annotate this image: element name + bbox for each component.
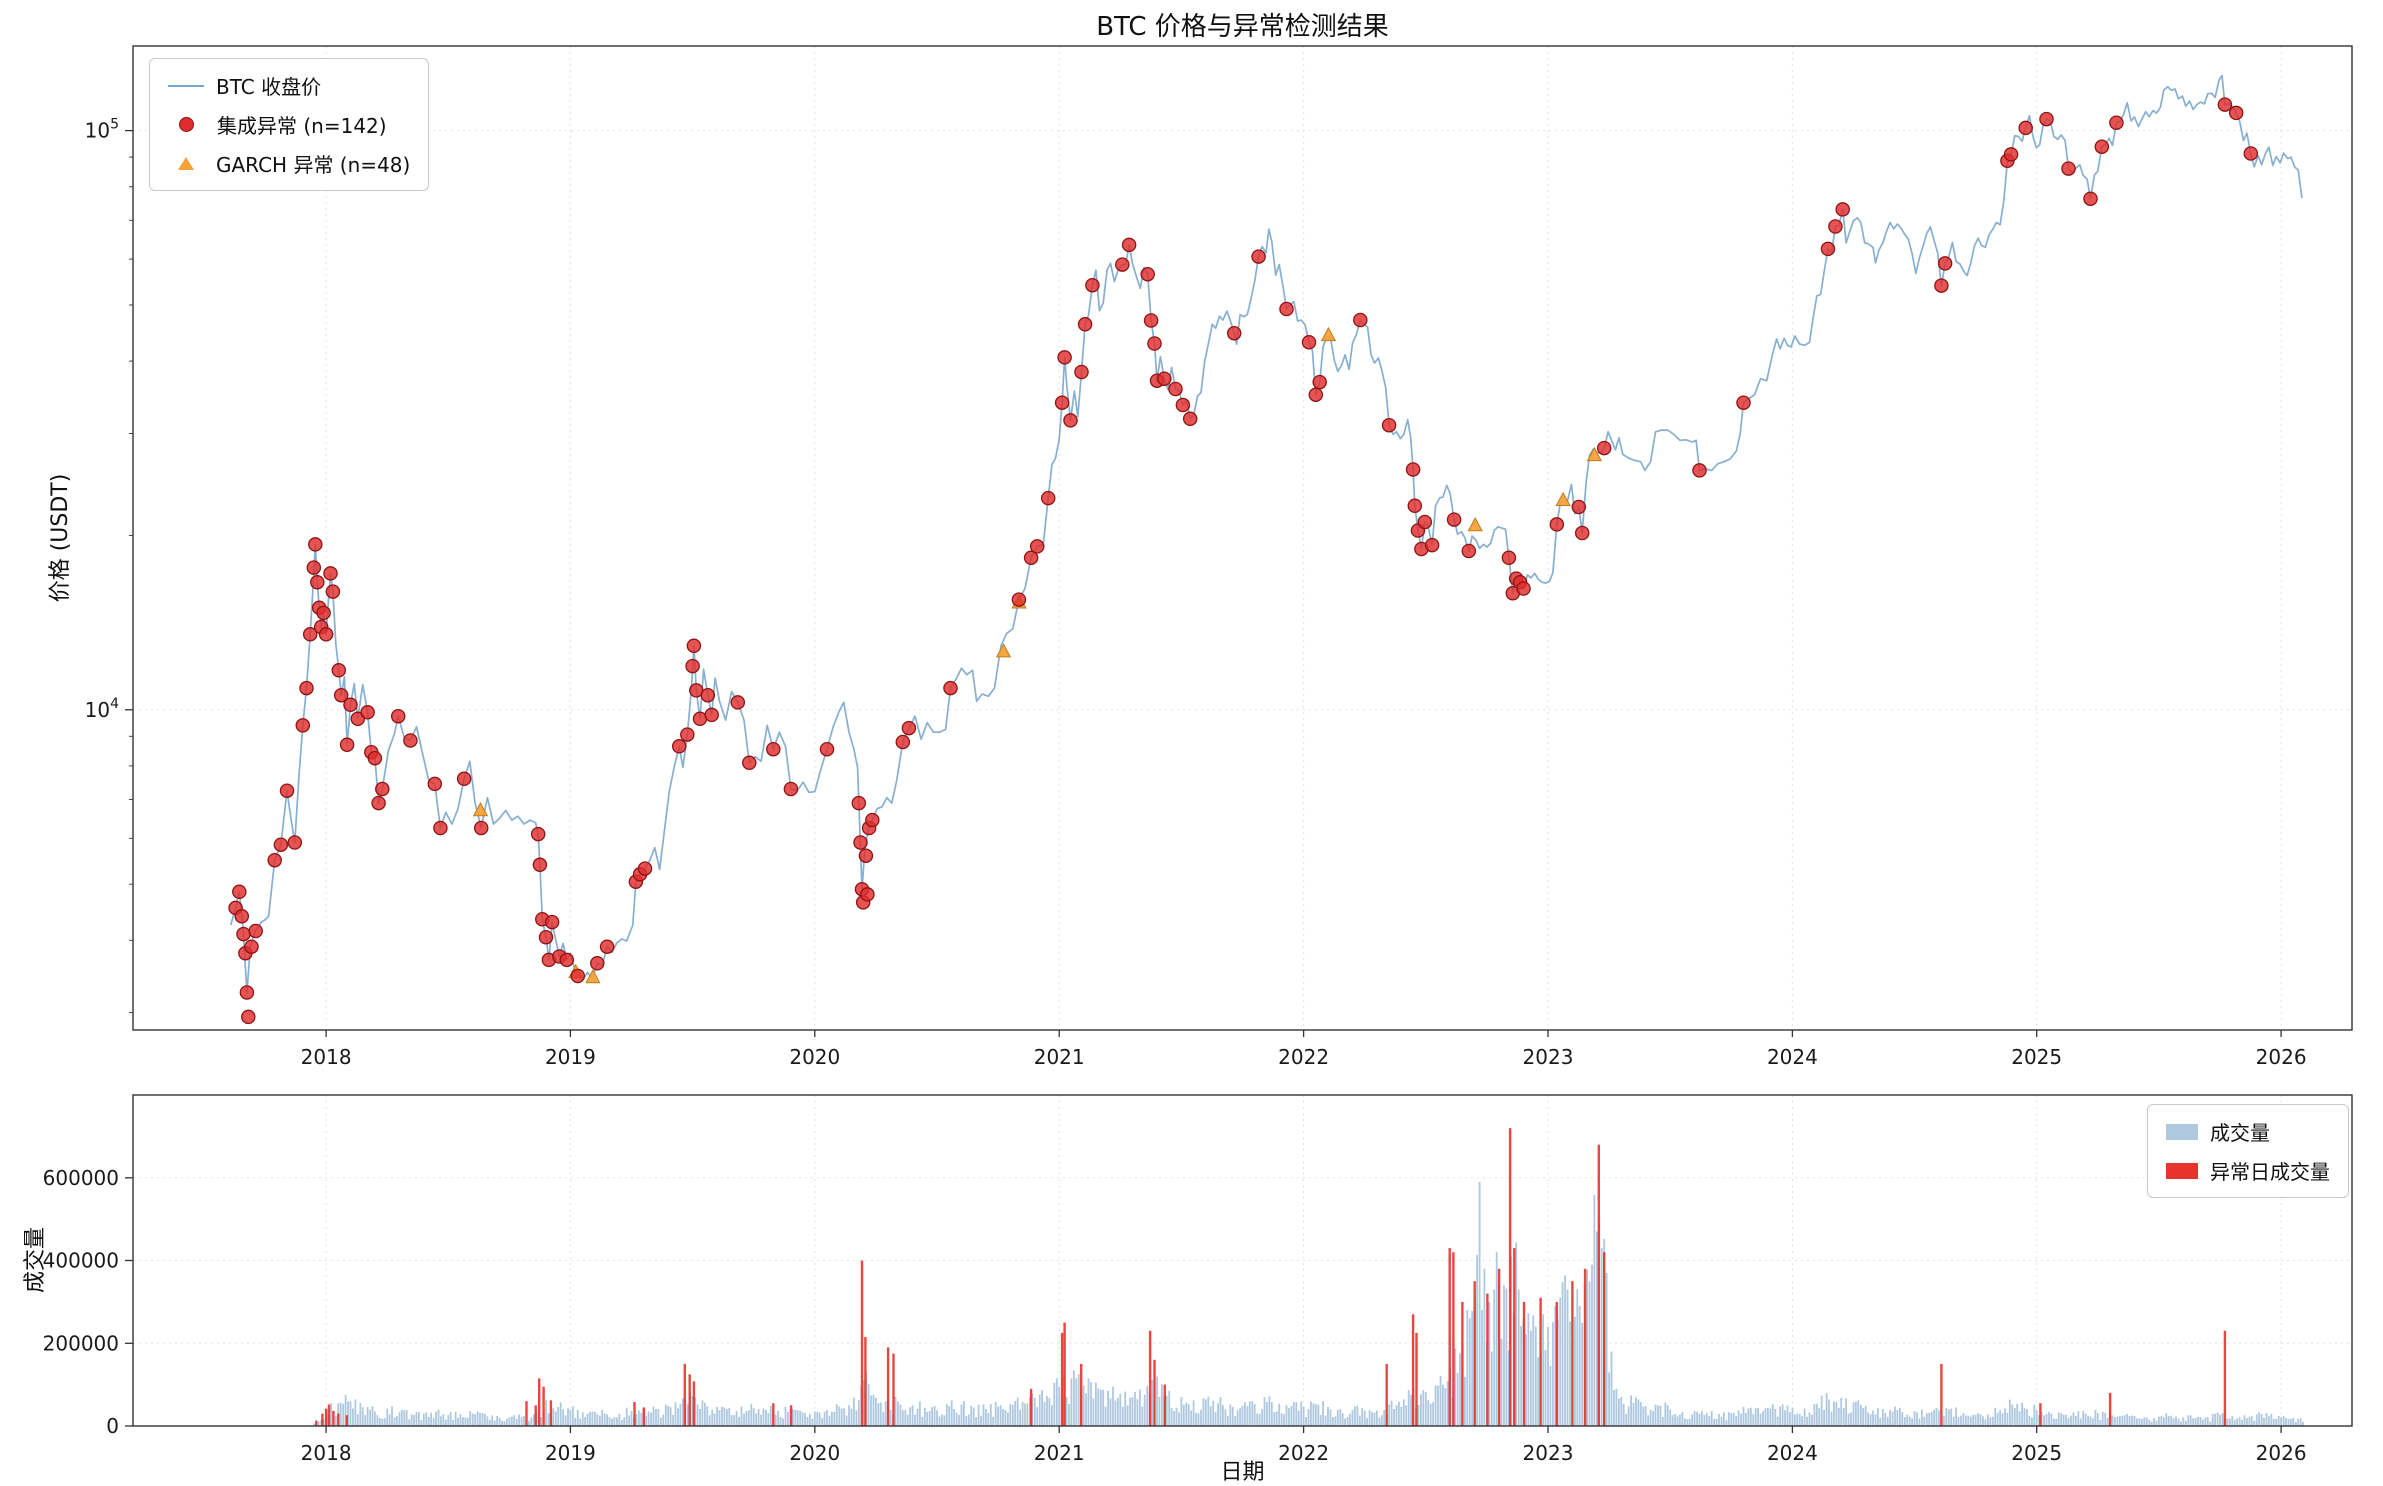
svg-text:104: 104	[85, 696, 119, 722]
svg-text:200000: 200000	[43, 1331, 119, 1355]
garch-triangle-icon	[178, 157, 194, 170]
svg-text:2020: 2020	[789, 1441, 840, 1465]
anomaly-volume-swatch	[2166, 1162, 2198, 1179]
svg-text:2024: 2024	[1767, 1045, 1818, 1069]
svg-text:2025: 2025	[2011, 1441, 2062, 1465]
volume-swatch	[2166, 1123, 2198, 1140]
date-xlabel: 日期	[1220, 1460, 1265, 1485]
volume-legend: 成交量 异常日成交量	[2147, 1104, 2349, 1198]
volume-ylabel: 成交量	[23, 1226, 48, 1294]
svg-text:2026: 2026	[2256, 1045, 2307, 1069]
svg-text:2021: 2021	[1034, 1045, 1085, 1069]
svg-text:600000: 600000	[43, 1166, 119, 1190]
legend-label-volume: 成交量	[2210, 1121, 2270, 1145]
legend-item-volume: 成交量	[2166, 1117, 2330, 1146]
svg-text:2023: 2023	[1523, 1045, 1574, 1069]
legend-item-garch-anomaly: GARCH 异常 (n=48)	[168, 149, 410, 178]
legend-label-price-line: BTC 收盘价	[216, 75, 322, 99]
svg-text:2019: 2019	[545, 1045, 596, 1069]
svg-text:2019: 2019	[545, 1441, 596, 1465]
svg-text:2020: 2020	[789, 1045, 840, 1069]
svg-text:2024: 2024	[1767, 1441, 1818, 1465]
svg-text:2022: 2022	[1278, 1045, 1329, 1069]
svg-text:2018: 2018	[301, 1441, 352, 1465]
legend-label-anomaly-volume: 异常日成交量	[2210, 1160, 2330, 1184]
svg-text:2023: 2023	[1523, 1441, 1574, 1465]
price-legend: BTC 收盘价 集成异常 (n=142) GARCH 异常 (n=48)	[149, 58, 430, 191]
svg-text:2025: 2025	[2011, 1045, 2062, 1069]
svg-text:0: 0	[106, 1414, 119, 1438]
legend-label-garch-anomaly: GARCH 异常 (n=48)	[216, 153, 411, 177]
chart-title: BTC 价格与异常检测结果	[1096, 12, 1389, 42]
svg-text:2018: 2018	[301, 1045, 352, 1069]
anomaly-dot-icon	[179, 117, 194, 132]
price-ylabel: 价格 (USDT)	[48, 473, 73, 603]
legend-item-ensemble-anomaly: 集成异常 (n=142)	[168, 110, 410, 139]
svg-text:2026: 2026	[2256, 1441, 2307, 1465]
svg-text:2021: 2021	[1034, 1441, 1085, 1465]
legend-label-ensemble-anomaly: 集成异常 (n=142)	[217, 114, 387, 138]
svg-text:105: 105	[85, 117, 119, 143]
price-line-swatch	[168, 84, 204, 87]
svg-text:2022: 2022	[1278, 1441, 1329, 1465]
svg-text:400000: 400000	[43, 1249, 119, 1273]
legend-item-price-line: BTC 收盘价	[168, 71, 410, 100]
legend-item-anomaly-volume: 异常日成交量	[2166, 1156, 2330, 1185]
